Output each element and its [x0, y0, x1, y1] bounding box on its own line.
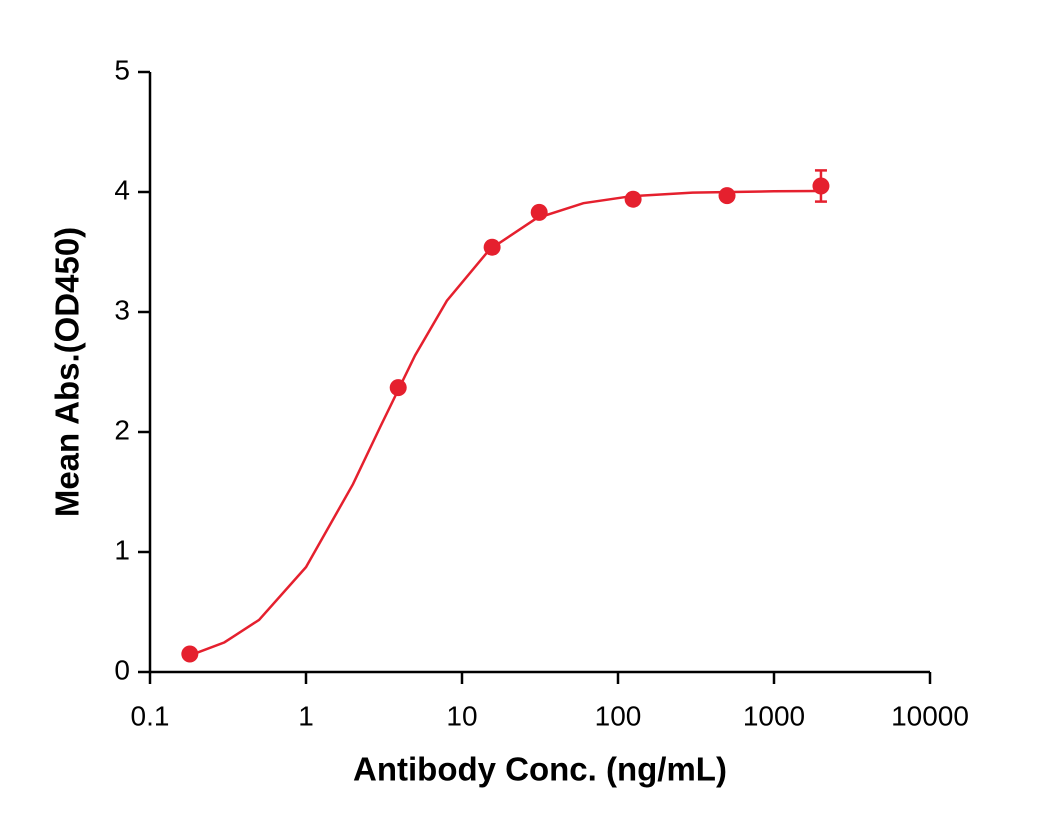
data-point	[181, 645, 199, 663]
x-axis-title: Antibody Conc. (ng/mL)	[353, 751, 727, 788]
y-tick-label: 1	[114, 534, 130, 565]
data-point	[624, 190, 642, 208]
y-tick-label: 3	[114, 294, 130, 325]
y-tick-label: 4	[114, 174, 130, 205]
fit-curve	[189, 189, 821, 657]
x-tick-label: 0.1	[131, 700, 170, 731]
data-point	[483, 238, 501, 256]
data-point	[530, 203, 548, 221]
y-tick-label: 0	[114, 654, 130, 685]
data-point	[389, 379, 407, 397]
y-tick-label: 5	[114, 54, 130, 85]
y-tick-label: 2	[114, 414, 130, 445]
x-tick-label: 10000	[891, 700, 969, 731]
x-tick-label: 10	[446, 700, 477, 731]
data-point	[812, 177, 830, 195]
y-axis-title: Mean Abs.(OD450)	[49, 227, 86, 517]
data-point	[718, 187, 736, 205]
x-tick-label: 1000	[743, 700, 805, 731]
x-tick-label: 100	[595, 700, 642, 731]
x-tick-label: 1	[298, 700, 314, 731]
